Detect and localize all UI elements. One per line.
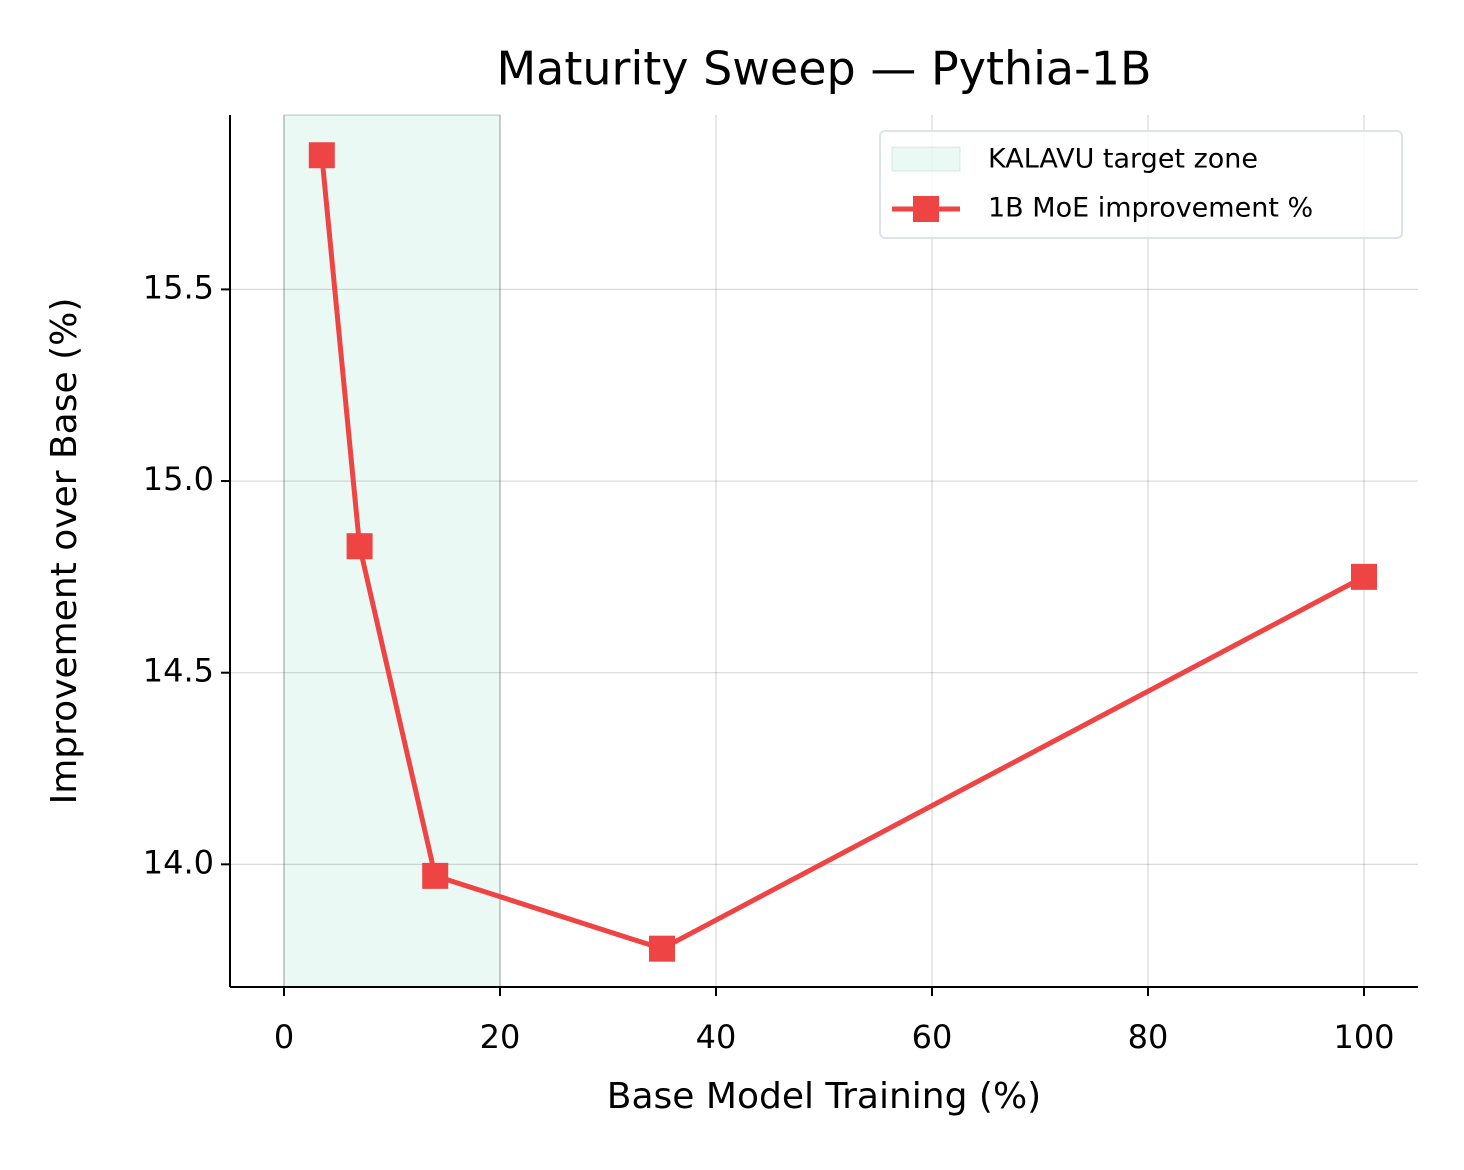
- y-tick-label: 14.0: [143, 843, 214, 881]
- legend-label: KALAVU target zone: [988, 144, 1258, 175]
- chart-title: Maturity Sweep — Pythia-1B: [496, 42, 1151, 96]
- legend-box: [879, 130, 1403, 239]
- x-tick-label: 80: [1128, 1018, 1169, 1056]
- y-tick-label: 15.5: [143, 268, 214, 306]
- x-tick-label: 40: [696, 1018, 737, 1056]
- x-tick-label: 60: [912, 1018, 953, 1056]
- legend: KALAVU target zone 1B MoE improvement %: [879, 130, 1403, 239]
- data-point: [308, 142, 335, 169]
- y-axis-label: Improvement over Base (%): [44, 298, 85, 805]
- data-point: [649, 935, 675, 962]
- target-zone: [283, 114, 501, 988]
- data-point: [1351, 563, 1377, 590]
- x-tick-label: 0: [274, 1018, 294, 1056]
- x-tick-label: 100: [1333, 1018, 1394, 1056]
- legend-swatch: [891, 146, 961, 172]
- data-point: [422, 862, 449, 889]
- legend-label: 1B MoE improvement %: [988, 193, 1313, 224]
- x-axis-label: Base Model Training (%): [607, 1076, 1041, 1117]
- y-tick-label: 15.0: [143, 460, 214, 498]
- data-point: [346, 533, 373, 560]
- x-tick-label: 20: [480, 1018, 521, 1056]
- legend-marker: [913, 196, 939, 222]
- y-tick-label: 14.5: [143, 652, 214, 690]
